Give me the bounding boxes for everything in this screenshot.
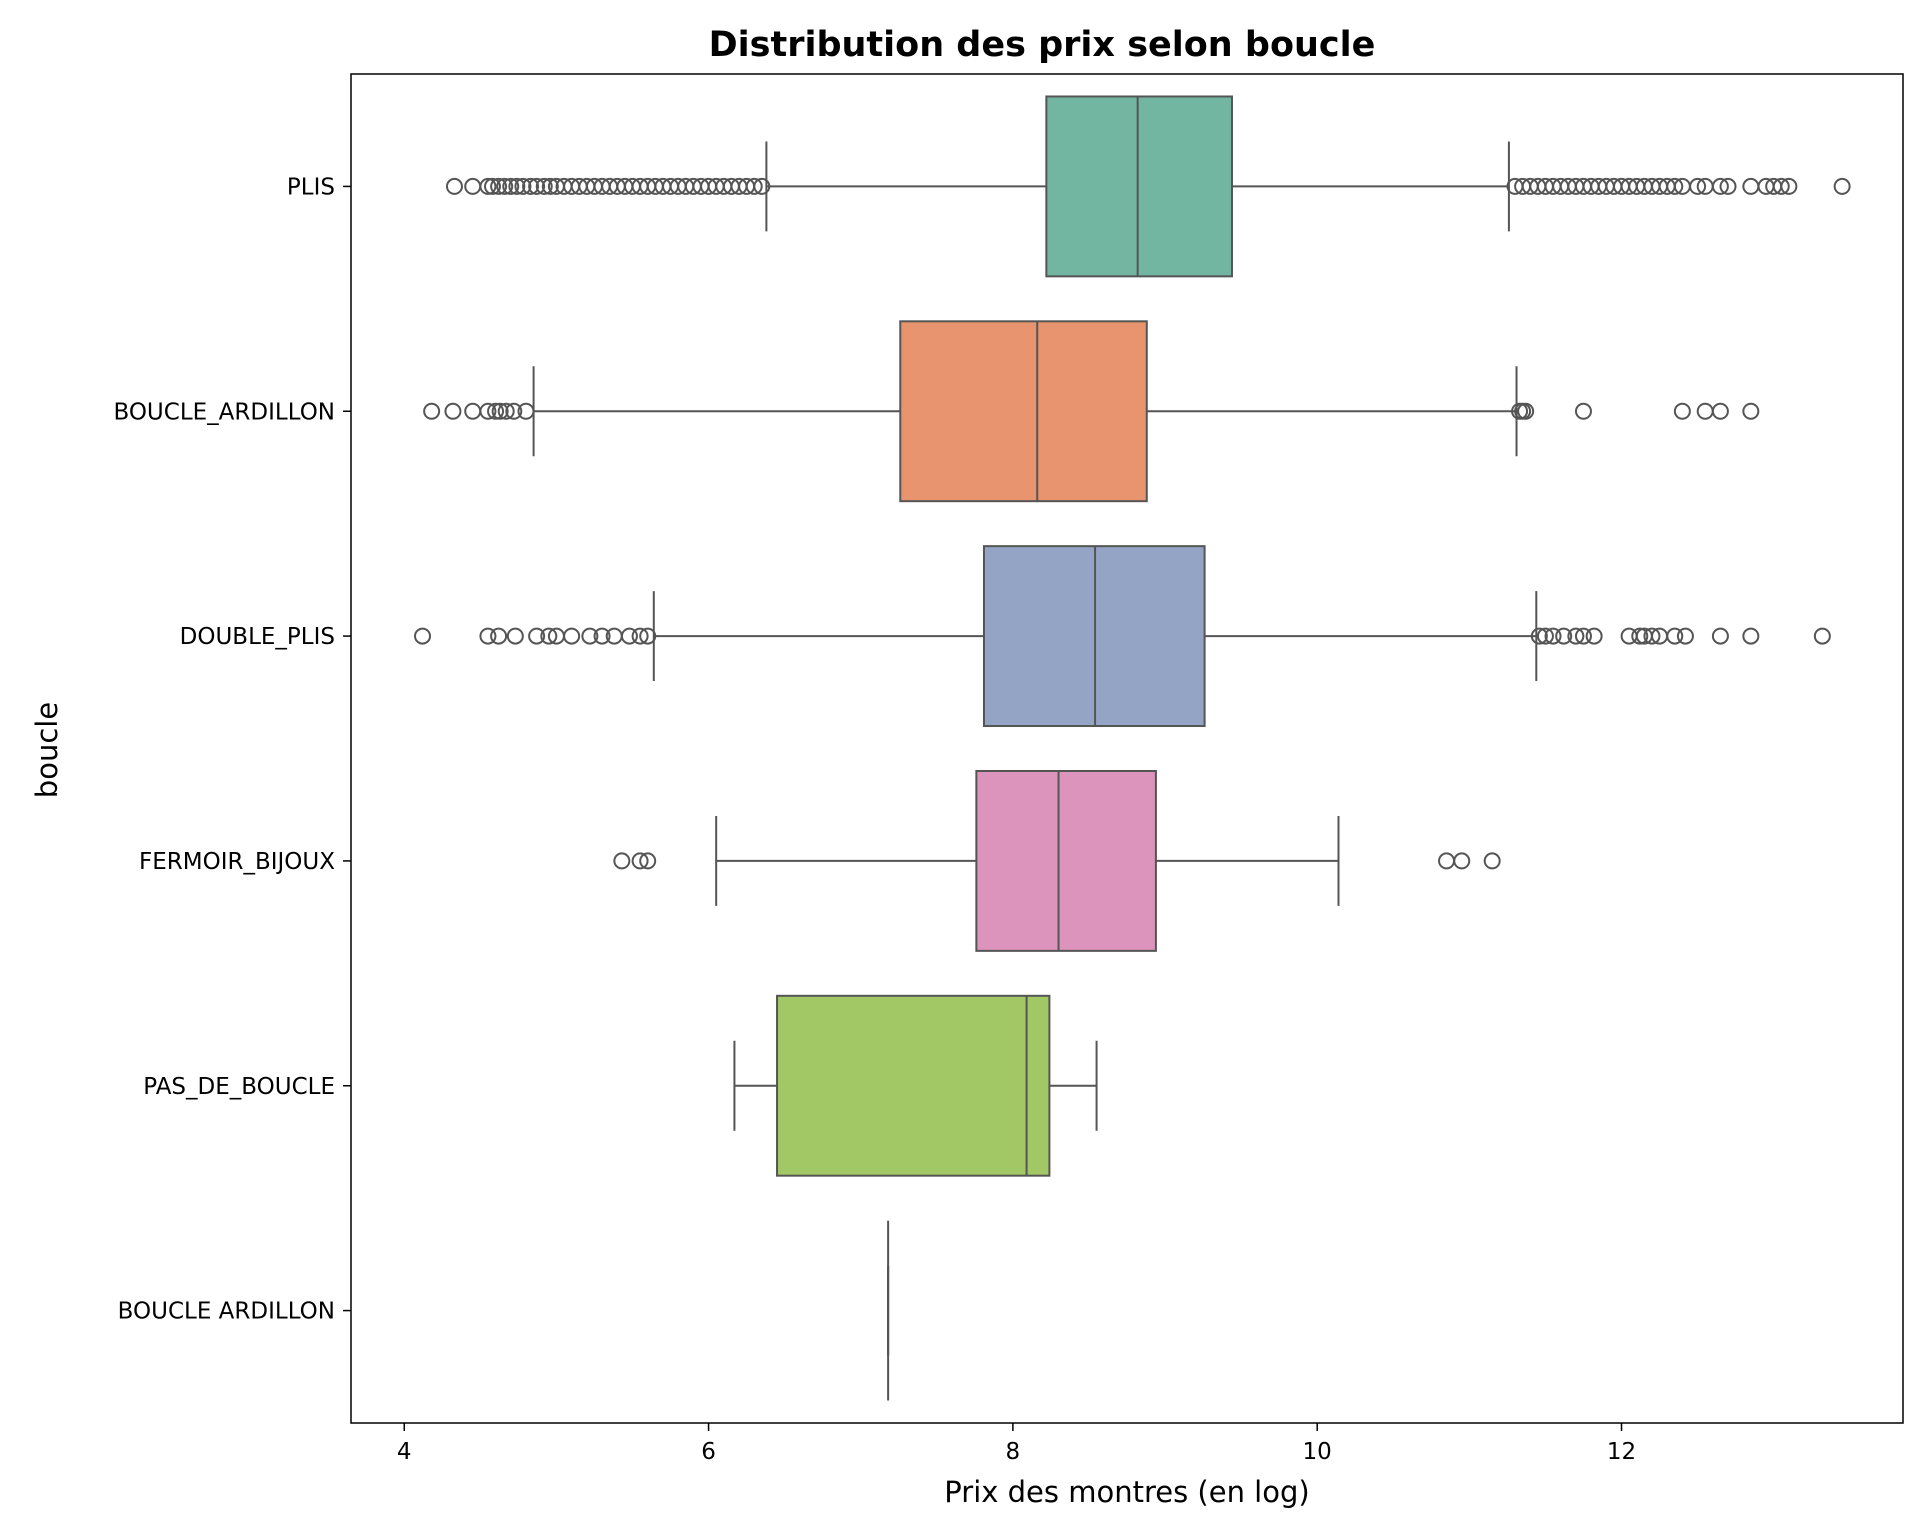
outlier-point (1673, 402, 1691, 420)
outlier-point (563, 627, 581, 645)
y-tick-label: FERMOIR_BIJOUX (139, 849, 335, 875)
outlier-point (1742, 402, 1760, 420)
outlier-point (1453, 852, 1471, 870)
y-axis-label: boucle (30, 702, 64, 798)
outlier-point (1813, 627, 1831, 645)
outlier-point (541, 177, 559, 195)
outlier-point (479, 627, 497, 645)
outlier-point (1544, 627, 1562, 645)
outlier-point (496, 177, 514, 195)
box-iqr (1045, 95, 1233, 278)
outlier-point (1742, 627, 1760, 645)
outlier-point (1719, 177, 1737, 195)
outlier-point (620, 627, 638, 645)
x-axis: 4 6 8 10 12 (397, 1423, 1636, 1465)
outlier-point (745, 177, 763, 195)
outlier-point (423, 402, 441, 420)
outlier-point (497, 402, 515, 420)
box-iqr (975, 769, 1157, 952)
chart-title: Distribution des prix selon boucle (709, 25, 1376, 65)
outlier-point (540, 627, 558, 645)
y-axis: PLIS BOUCLE_ARDILLON DOUBLE_PLIS FERMOIR_BI… (113, 174, 351, 1325)
outlier-point (464, 402, 482, 420)
x-tick-label: 4 (397, 1439, 412, 1465)
outlier-point (1833, 177, 1851, 195)
y-tick-label: DOUBLE_PLIS (180, 624, 335, 650)
outlier-point (1574, 402, 1592, 420)
outlier-point (1483, 852, 1501, 870)
outlier-point (535, 177, 553, 195)
outlier-point (1438, 852, 1456, 870)
outlier-point (506, 627, 524, 645)
outlier-point (1555, 627, 1573, 645)
outlier-point (1536, 627, 1554, 645)
box-group-3 (613, 769, 1501, 952)
y-tick-label: PLIS (287, 174, 335, 200)
box-iqr (776, 994, 1051, 1177)
outlier-point (502, 177, 520, 195)
box-group-1 (423, 320, 1760, 503)
outlier-point (491, 402, 509, 420)
box-group-4 (733, 994, 1098, 1177)
outlier-point (1643, 627, 1661, 645)
y-tick-label: BOUCLE_ARDILLON (113, 399, 335, 425)
outlier-point (1711, 402, 1729, 420)
outlier-point (508, 177, 526, 195)
outlier-point (593, 627, 611, 645)
x-axis-label: Prix des montres (en log) (944, 1475, 1309, 1509)
outlier-point (490, 177, 508, 195)
outlier-point (487, 402, 505, 420)
x-tick-label: 8 (1006, 1439, 1021, 1465)
x-tick-label: 12 (1607, 1439, 1636, 1465)
outlier-point (631, 627, 649, 645)
outlier-point (1517, 402, 1535, 420)
outlier-point (479, 177, 497, 195)
outlier-point (1666, 627, 1684, 645)
outlier-point (1742, 177, 1760, 195)
outlier-point (1585, 627, 1603, 645)
outlier-point (1567, 627, 1585, 645)
outlier-point (1530, 627, 1548, 645)
box-group-2 (414, 545, 1831, 728)
plot-frame (350, 73, 1904, 1424)
outlier-point (631, 852, 649, 870)
outlier-point (528, 627, 546, 645)
y-tick-label: BOUCLE ARDILLON (118, 1299, 335, 1325)
outlier-point (1676, 627, 1694, 645)
x-tick-label: 6 (701, 1439, 716, 1465)
outlier-point (1711, 177, 1729, 195)
outlier-point (505, 402, 523, 420)
outlier-point (1780, 177, 1798, 195)
outlier-point (514, 177, 532, 195)
outlier-point (1631, 627, 1649, 645)
outlier-point (639, 627, 657, 645)
outlier-point (528, 177, 546, 195)
outlier-point (1711, 627, 1729, 645)
box-group-0 (445, 95, 1851, 278)
outlier-point (479, 402, 497, 420)
outlier-point (490, 627, 508, 645)
plot-area (414, 95, 1851, 1401)
outlier-point (445, 177, 463, 195)
outlier-point (613, 852, 631, 870)
outlier-point (522, 177, 540, 195)
outlier-point (1666, 177, 1684, 195)
outlier-point (1689, 177, 1707, 195)
outlier-point (1574, 627, 1592, 645)
x-tick-label: 10 (1303, 1439, 1332, 1465)
outlier-point (639, 852, 657, 870)
outlier-point (753, 177, 771, 195)
outlier-point (1772, 177, 1790, 195)
box-iqr (899, 320, 1148, 503)
outlier-point (581, 627, 599, 645)
y-tick-label: PAS_DE_BOUCLE (143, 1074, 335, 1100)
outlier-point (444, 402, 462, 420)
outlier-point (1696, 402, 1714, 420)
outlier-point (484, 177, 502, 195)
outlier-point (517, 402, 535, 420)
outlier-point (414, 627, 432, 645)
outlier-point (464, 177, 482, 195)
